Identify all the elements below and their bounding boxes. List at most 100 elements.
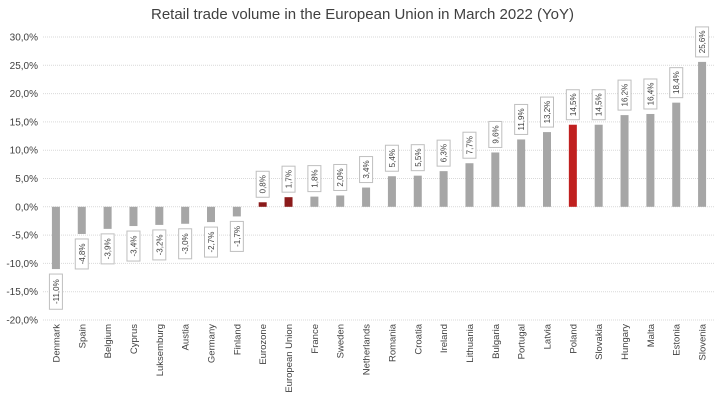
x-tick-label: Germany — [207, 324, 218, 363]
data-label-text: 16,2% — [621, 84, 630, 107]
x-tick-label: France — [310, 324, 321, 354]
data-label: -1,7% — [229, 220, 244, 252]
bar — [594, 124, 603, 207]
data-label-text: 25,6% — [698, 31, 707, 54]
x-tick-label: Bulgaria — [491, 323, 502, 359]
x-tick-label: Slovenia — [698, 323, 709, 360]
data-label-text: 13,2% — [543, 101, 552, 124]
bar — [232, 206, 241, 217]
x-tick-label: Ireland — [439, 324, 450, 353]
data-label: 3,4% — [359, 156, 374, 184]
y-tick-label: -20,0% — [6, 316, 38, 327]
bar — [362, 187, 371, 207]
data-label-text: 5,4% — [388, 149, 397, 167]
x-tick-label: Cyprus — [129, 324, 140, 354]
bar — [284, 197, 293, 207]
data-label-text: 14,5% — [569, 93, 578, 116]
data-label-box — [333, 163, 348, 191]
x-tick-label: Portugal — [517, 324, 528, 359]
data-labels: -11,0% -4,8% -3,9% -3,4% -3,2% -3,0% -2,7% -1,7… — [48, 26, 710, 310]
data-label-box — [204, 226, 218, 258]
data-label-box — [307, 165, 322, 193]
x-tick-label: Slovakia — [594, 323, 605, 360]
data-label: 2,0% — [333, 163, 348, 191]
bar — [439, 171, 448, 207]
data-label: 11,9% — [514, 103, 529, 135]
data-label: 18,4% — [669, 67, 684, 99]
bar — [129, 206, 138, 227]
data-label-box — [48, 273, 63, 310]
data-label-box — [178, 228, 193, 260]
data-label-box — [617, 79, 632, 111]
y-tick-label: 5,0% — [15, 174, 38, 185]
bar — [413, 175, 422, 207]
data-label: -4,8% — [74, 238, 89, 270]
data-label-text: -3,9% — [104, 238, 113, 259]
x-tick-label: Finland — [232, 324, 243, 355]
bar — [620, 115, 629, 207]
data-label: 9,6% — [488, 120, 503, 148]
data-label: 14,5% — [565, 89, 580, 121]
y-tick-label: -10,0% — [6, 259, 38, 270]
y-tick-label: 30,0% — [10, 33, 38, 44]
data-label-box — [359, 156, 374, 184]
bar — [646, 113, 655, 207]
data-label-box — [695, 26, 710, 58]
data-label: -3,4% — [126, 230, 141, 262]
y-tick-label: 15,0% — [10, 117, 38, 128]
data-label: 5,4% — [384, 144, 399, 172]
y-tick-label: 10,0% — [10, 146, 38, 157]
data-label: 16,4% — [643, 78, 658, 110]
data-label-box — [462, 131, 477, 159]
bar — [387, 176, 396, 207]
data-label-box — [410, 144, 425, 172]
y-tick-label: -15,0% — [6, 287, 38, 298]
data-label-text: 16,4% — [646, 83, 655, 106]
data-label-text: -3,0% — [181, 233, 190, 254]
data-label-box — [384, 144, 399, 172]
data-label-box — [591, 89, 606, 121]
bar — [568, 124, 577, 207]
data-label: 13,2% — [540, 96, 554, 128]
data-label-text: 6,3% — [440, 144, 449, 162]
data-label: 0,8% — [255, 170, 270, 198]
data-label-box — [229, 220, 244, 252]
data-label-box — [669, 67, 684, 99]
data-label-text: 0,8% — [259, 175, 268, 193]
y-tick-label: 20,0% — [10, 89, 38, 100]
data-label: -3,0% — [178, 228, 193, 260]
bar — [491, 152, 500, 207]
x-tick-label: Croatia — [413, 323, 424, 354]
data-label-box — [255, 170, 270, 198]
bars — [51, 61, 707, 270]
data-label-box — [643, 78, 658, 110]
bar — [336, 195, 345, 207]
data-label-box — [281, 165, 296, 193]
data-label-text: -3,2% — [155, 234, 164, 255]
x-tick-label: Austia — [181, 323, 192, 350]
data-label-text: 9,6% — [491, 125, 500, 143]
x-tick-label: Poland — [568, 324, 579, 354]
x-tick-label: Lithuania — [465, 323, 476, 362]
data-label-text: -3,4% — [129, 236, 138, 257]
y-tick-label: -5,0% — [12, 231, 38, 242]
data-label: -2,7% — [204, 226, 218, 258]
data-label-text: 11,9% — [517, 108, 526, 130]
data-label: 5,5% — [410, 144, 425, 172]
bar — [181, 206, 190, 224]
data-label: 14,5% — [591, 89, 606, 121]
x-tick-label: Sweden — [336, 324, 347, 358]
bar — [310, 196, 319, 207]
x-tick-label: Estonia — [672, 323, 683, 355]
x-tick-label: Spain — [77, 324, 88, 348]
data-label: -3,2% — [152, 229, 167, 261]
y-axis-tick-labels: -20,0% -15,0% -10,0% -5,0% 0,0% 5,0% 10,0% 15,0… — [6, 33, 38, 327]
data-label-box — [74, 238, 89, 270]
data-label-text: 1,8% — [310, 169, 319, 187]
gridlines — [43, 36, 715, 321]
x-axis-tick-labels: Denmark Spain Belgium Cyprus Luksemburg Austi… — [51, 323, 708, 392]
x-tick-label: Eurozone — [258, 324, 269, 365]
bar — [155, 206, 164, 225]
